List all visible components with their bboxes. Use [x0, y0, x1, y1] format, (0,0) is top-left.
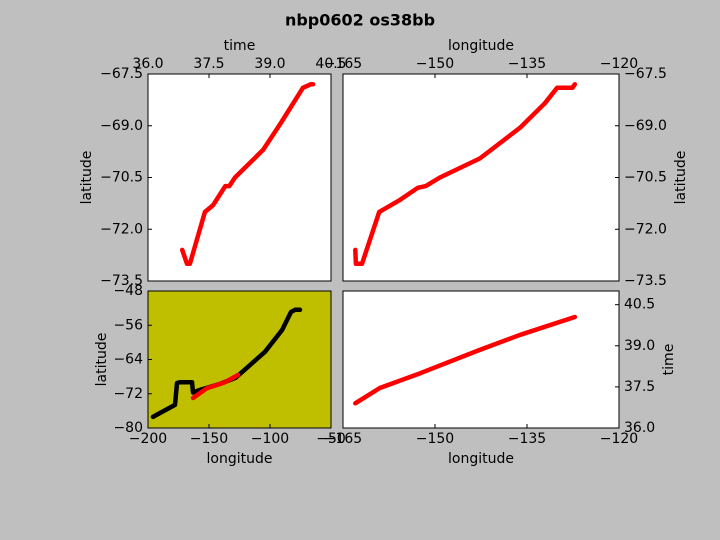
x-tick-label: −135 — [508, 56, 546, 72]
y-tick-label: −70.5 — [624, 170, 667, 186]
plot-background — [148, 291, 331, 428]
y-tick-label: −69.0 — [100, 118, 143, 134]
plot-frame — [342, 290, 620, 429]
y-axis-label: time — [661, 344, 677, 376]
x-tick-label: 37.5 — [193, 56, 224, 72]
y-tick-label: −80 — [113, 420, 143, 436]
x-tick-label: −150 — [416, 56, 454, 72]
data-line — [190, 372, 241, 401]
data-line — [353, 314, 578, 406]
x-tick-label: −50 — [316, 431, 346, 447]
x-tick-label: −120 — [600, 431, 638, 447]
y-tick-label: 39.0 — [624, 338, 655, 354]
y-tick-label: −67.5 — [100, 66, 143, 82]
y-tick-label: 37.5 — [624, 379, 655, 395]
y-tick-label: −73.5 — [624, 273, 667, 289]
y-tick-label: −70.5 — [100, 170, 143, 186]
figure-title: nbp0602 os38bb — [285, 11, 435, 30]
x-tick-label: −150 — [416, 431, 454, 447]
plot-background — [148, 74, 331, 281]
x-tick-label: −135 — [508, 431, 546, 447]
x-tick-label: −165 — [324, 56, 362, 72]
y-tick-label: −48 — [113, 283, 143, 299]
y-tick-label: 40.5 — [624, 297, 655, 313]
x-axis-label: time — [224, 38, 256, 54]
x-tick-label: −150 — [190, 431, 228, 447]
x-axis-label: longitude — [448, 451, 514, 467]
x-tick-label: 40.5 — [315, 56, 346, 72]
x-tick-label: 39.0 — [254, 56, 285, 72]
y-tick-label: −67.5 — [624, 66, 667, 82]
y-tick-label: −72 — [113, 386, 143, 402]
y-axis-label: latitude — [673, 151, 689, 205]
x-tick-label: −165 — [324, 431, 362, 447]
x-tick-label: −120 — [600, 56, 638, 72]
y-tick-label: 36.0 — [624, 420, 655, 436]
y-tick-label: −64 — [113, 352, 143, 368]
data-line — [353, 82, 578, 267]
plot-background — [343, 74, 619, 281]
y-axis-label: latitude — [94, 333, 110, 387]
x-tick-label: 36.0 — [132, 56, 163, 72]
y-tick-label: −72.0 — [624, 221, 667, 237]
y-axis-label: latitude — [79, 151, 95, 205]
y-tick-label: −72.0 — [100, 221, 143, 237]
data-line — [179, 82, 316, 267]
plot-background — [343, 291, 619, 428]
y-tick-label: −56 — [113, 317, 143, 333]
x-tick-label: −100 — [251, 431, 289, 447]
x-axis-label: longitude — [207, 451, 273, 467]
y-tick-label: −73.5 — [100, 273, 143, 289]
x-axis-label: longitude — [448, 38, 514, 54]
y-tick-label: −69.0 — [624, 118, 667, 134]
x-tick-label: −200 — [129, 431, 167, 447]
